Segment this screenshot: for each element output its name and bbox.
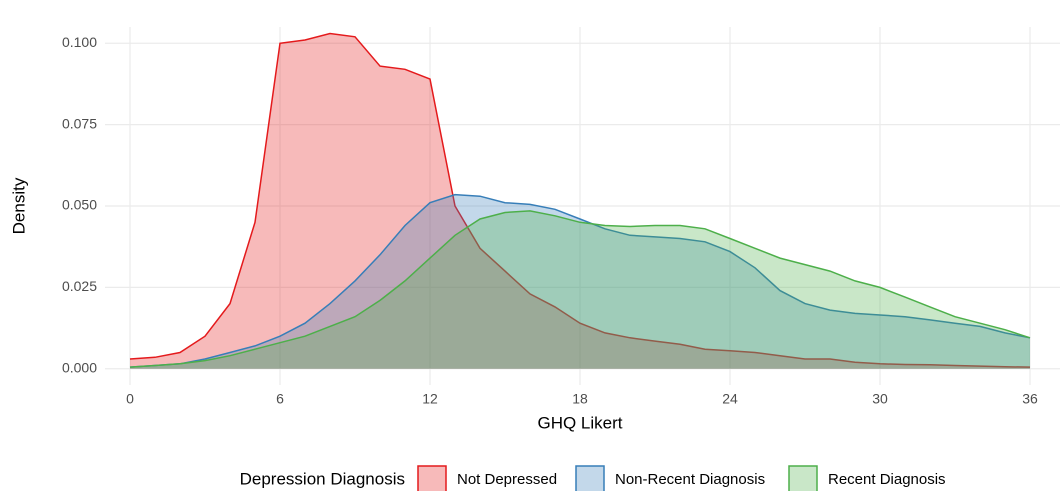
area-fill	[130, 194, 1030, 369]
y-axis-title: Density	[9, 177, 28, 234]
y-tick-label: 0.100	[62, 34, 97, 50]
legend-label: Recent Diagnosis	[828, 471, 946, 488]
area-fill	[130, 33, 1030, 369]
density-line	[129, 210, 1031, 368]
y-tick-label: 0.000	[62, 359, 97, 375]
density-line	[129, 193, 1031, 368]
legend-swatch	[788, 465, 818, 495]
y-tick-label: 0.050	[62, 197, 97, 213]
legend-swatch	[575, 465, 605, 495]
x-tick-label: 12	[422, 391, 438, 407]
y-tick-label: 0.025	[62, 278, 97, 294]
x-tick-label: 36	[1022, 391, 1038, 407]
density-line	[129, 32, 1031, 368]
x-tick-label: 6	[276, 391, 284, 407]
legend-title: Depression Diagnosis	[240, 469, 405, 488]
legend-label: Not Depressed	[457, 471, 557, 488]
grid	[105, 27, 1060, 385]
legend-label: Non-Recent Diagnosis	[615, 471, 765, 488]
x-tick-label: 18	[572, 391, 588, 407]
y-tick-label: 0.075	[62, 115, 97, 131]
x-tick-label: 0	[126, 391, 134, 407]
x-tick-label: 30	[872, 391, 888, 407]
legend-swatch	[417, 465, 447, 495]
x-tick-label: 24	[722, 391, 738, 407]
area-fill	[130, 210, 1030, 369]
x-axis-title: GHQ Likert	[537, 413, 622, 432]
